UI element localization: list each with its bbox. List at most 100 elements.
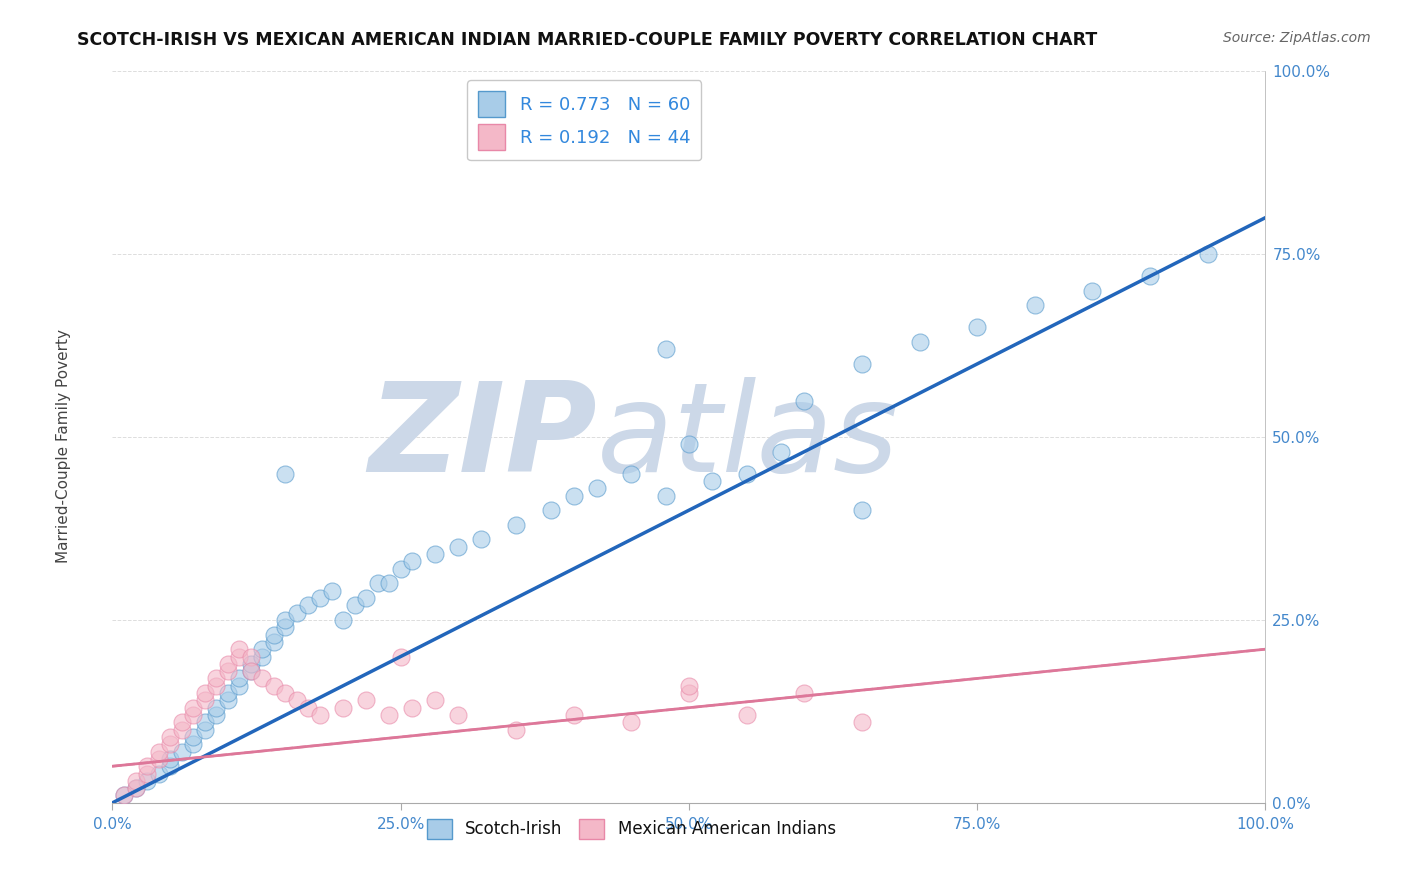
Point bbox=[401, 554, 423, 568]
Point bbox=[181, 700, 204, 714]
Point bbox=[170, 715, 193, 730]
Point bbox=[148, 766, 170, 780]
Point bbox=[354, 693, 377, 707]
Point bbox=[1081, 284, 1104, 298]
Point bbox=[389, 562, 412, 576]
Point bbox=[148, 752, 170, 766]
Point bbox=[112, 789, 135, 803]
Point bbox=[239, 664, 262, 678]
Point bbox=[367, 576, 389, 591]
Point bbox=[239, 649, 262, 664]
Point bbox=[343, 599, 366, 613]
Point bbox=[447, 708, 470, 723]
Point bbox=[148, 745, 170, 759]
Point bbox=[332, 613, 354, 627]
Point bbox=[274, 686, 297, 700]
Point bbox=[205, 700, 228, 714]
Point bbox=[735, 708, 758, 723]
Point bbox=[217, 657, 239, 671]
Point bbox=[285, 606, 308, 620]
Point bbox=[585, 481, 607, 495]
Point bbox=[159, 737, 181, 751]
Point bbox=[354, 591, 377, 605]
Point bbox=[447, 540, 470, 554]
Point bbox=[309, 708, 332, 723]
Point bbox=[285, 693, 308, 707]
Point bbox=[252, 642, 274, 657]
Point bbox=[401, 700, 423, 714]
Point bbox=[252, 672, 274, 686]
Point bbox=[181, 730, 204, 744]
Point bbox=[159, 752, 181, 766]
Point bbox=[678, 437, 700, 451]
Point bbox=[194, 715, 217, 730]
Point bbox=[700, 474, 723, 488]
Point bbox=[620, 467, 643, 481]
Point bbox=[505, 723, 527, 737]
Point bbox=[309, 591, 332, 605]
Point bbox=[263, 679, 285, 693]
Point bbox=[239, 664, 262, 678]
Point bbox=[678, 679, 700, 693]
Point bbox=[252, 649, 274, 664]
Point bbox=[170, 745, 193, 759]
Text: Source: ZipAtlas.com: Source: ZipAtlas.com bbox=[1223, 31, 1371, 45]
Point bbox=[505, 517, 527, 532]
Point bbox=[194, 723, 217, 737]
Point bbox=[908, 334, 931, 349]
Point bbox=[793, 686, 815, 700]
Point bbox=[851, 503, 873, 517]
Point bbox=[159, 730, 181, 744]
Point bbox=[655, 343, 678, 357]
Point bbox=[136, 759, 159, 773]
Point bbox=[321, 583, 343, 598]
Point bbox=[217, 693, 239, 707]
Point bbox=[378, 708, 401, 723]
Point bbox=[332, 700, 354, 714]
Text: ZIP: ZIP bbox=[368, 376, 596, 498]
Point bbox=[1139, 269, 1161, 284]
Text: SCOTCH-IRISH VS MEXICAN AMERICAN INDIAN MARRIED-COUPLE FAMILY POVERTY CORRELATIO: SCOTCH-IRISH VS MEXICAN AMERICAN INDIAN … bbox=[77, 31, 1098, 49]
Point bbox=[228, 649, 250, 664]
Point bbox=[194, 686, 217, 700]
Point bbox=[112, 789, 135, 803]
Point bbox=[205, 708, 228, 723]
Point bbox=[181, 708, 204, 723]
Point bbox=[655, 489, 678, 503]
Point bbox=[735, 467, 758, 481]
Point bbox=[966, 320, 988, 334]
Point bbox=[620, 715, 643, 730]
Point bbox=[136, 766, 159, 780]
Point bbox=[425, 693, 447, 707]
Point bbox=[159, 759, 181, 773]
Point bbox=[181, 737, 204, 751]
Point bbox=[389, 649, 412, 664]
Point bbox=[124, 773, 146, 788]
Point bbox=[239, 657, 262, 671]
Point bbox=[217, 686, 239, 700]
Point bbox=[194, 693, 217, 707]
Point bbox=[228, 672, 250, 686]
Point bbox=[851, 357, 873, 371]
Point bbox=[297, 599, 319, 613]
Point bbox=[562, 708, 585, 723]
Point bbox=[217, 664, 239, 678]
Point bbox=[228, 679, 250, 693]
Point bbox=[1197, 247, 1219, 261]
Point bbox=[274, 620, 297, 634]
Point bbox=[205, 672, 228, 686]
Point bbox=[425, 547, 447, 561]
Text: Married-Couple Family Poverty: Married-Couple Family Poverty bbox=[56, 329, 70, 563]
Text: atlas: atlas bbox=[596, 376, 898, 498]
Point bbox=[228, 642, 250, 657]
Point bbox=[170, 723, 193, 737]
Point bbox=[851, 715, 873, 730]
Point bbox=[1024, 298, 1046, 312]
Point bbox=[470, 533, 492, 547]
Point bbox=[562, 489, 585, 503]
Point bbox=[540, 503, 562, 517]
Point bbox=[274, 613, 297, 627]
Point bbox=[205, 679, 228, 693]
Point bbox=[263, 635, 285, 649]
Point bbox=[263, 627, 285, 641]
